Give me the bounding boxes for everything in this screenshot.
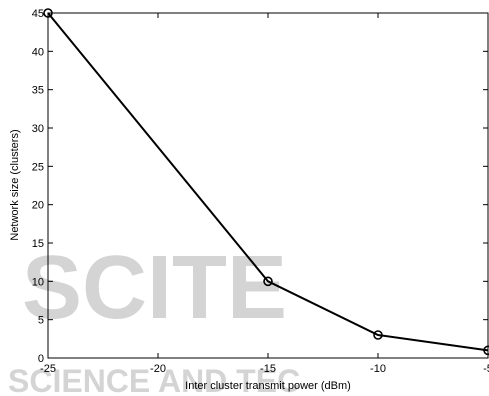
series-line	[47, 12, 489, 352]
x-tick-label: -5	[483, 363, 489, 375]
series-group	[43, 8, 489, 356]
data-point	[483, 345, 489, 356]
y-tick-label: 20	[32, 200, 44, 212]
watermark-text-small: SCIENCE AND TEC	[8, 363, 300, 396]
data-point	[43, 8, 53, 18]
y-tick-label: 0	[38, 353, 44, 365]
y-tick-label: 40	[32, 46, 44, 58]
y-tick-label: 5	[38, 315, 44, 327]
y-tick-label: 45	[32, 8, 44, 20]
y-tick-label: 30	[32, 123, 44, 135]
x-tick-label: -15	[260, 363, 276, 375]
y-tick-label: 15	[32, 238, 44, 250]
y-tick-label: 35	[32, 85, 44, 97]
x-tick-label: -10	[370, 363, 386, 375]
x-tick-label: -25	[40, 363, 56, 375]
y-axis-label: Network size (clusters)	[9, 129, 21, 240]
y-tick-label: 10	[32, 276, 44, 288]
watermark-text-large: SCITE	[22, 238, 287, 338]
x-axis-label: Inter cluster transmit power (dBm)	[185, 380, 351, 392]
x-tick-label: -20	[150, 363, 166, 375]
watermark: SCITE SCIENCE AND TEC	[8, 238, 300, 396]
data-point	[263, 276, 273, 287]
y-tick-label: 25	[32, 161, 44, 173]
data-point	[373, 330, 383, 340]
